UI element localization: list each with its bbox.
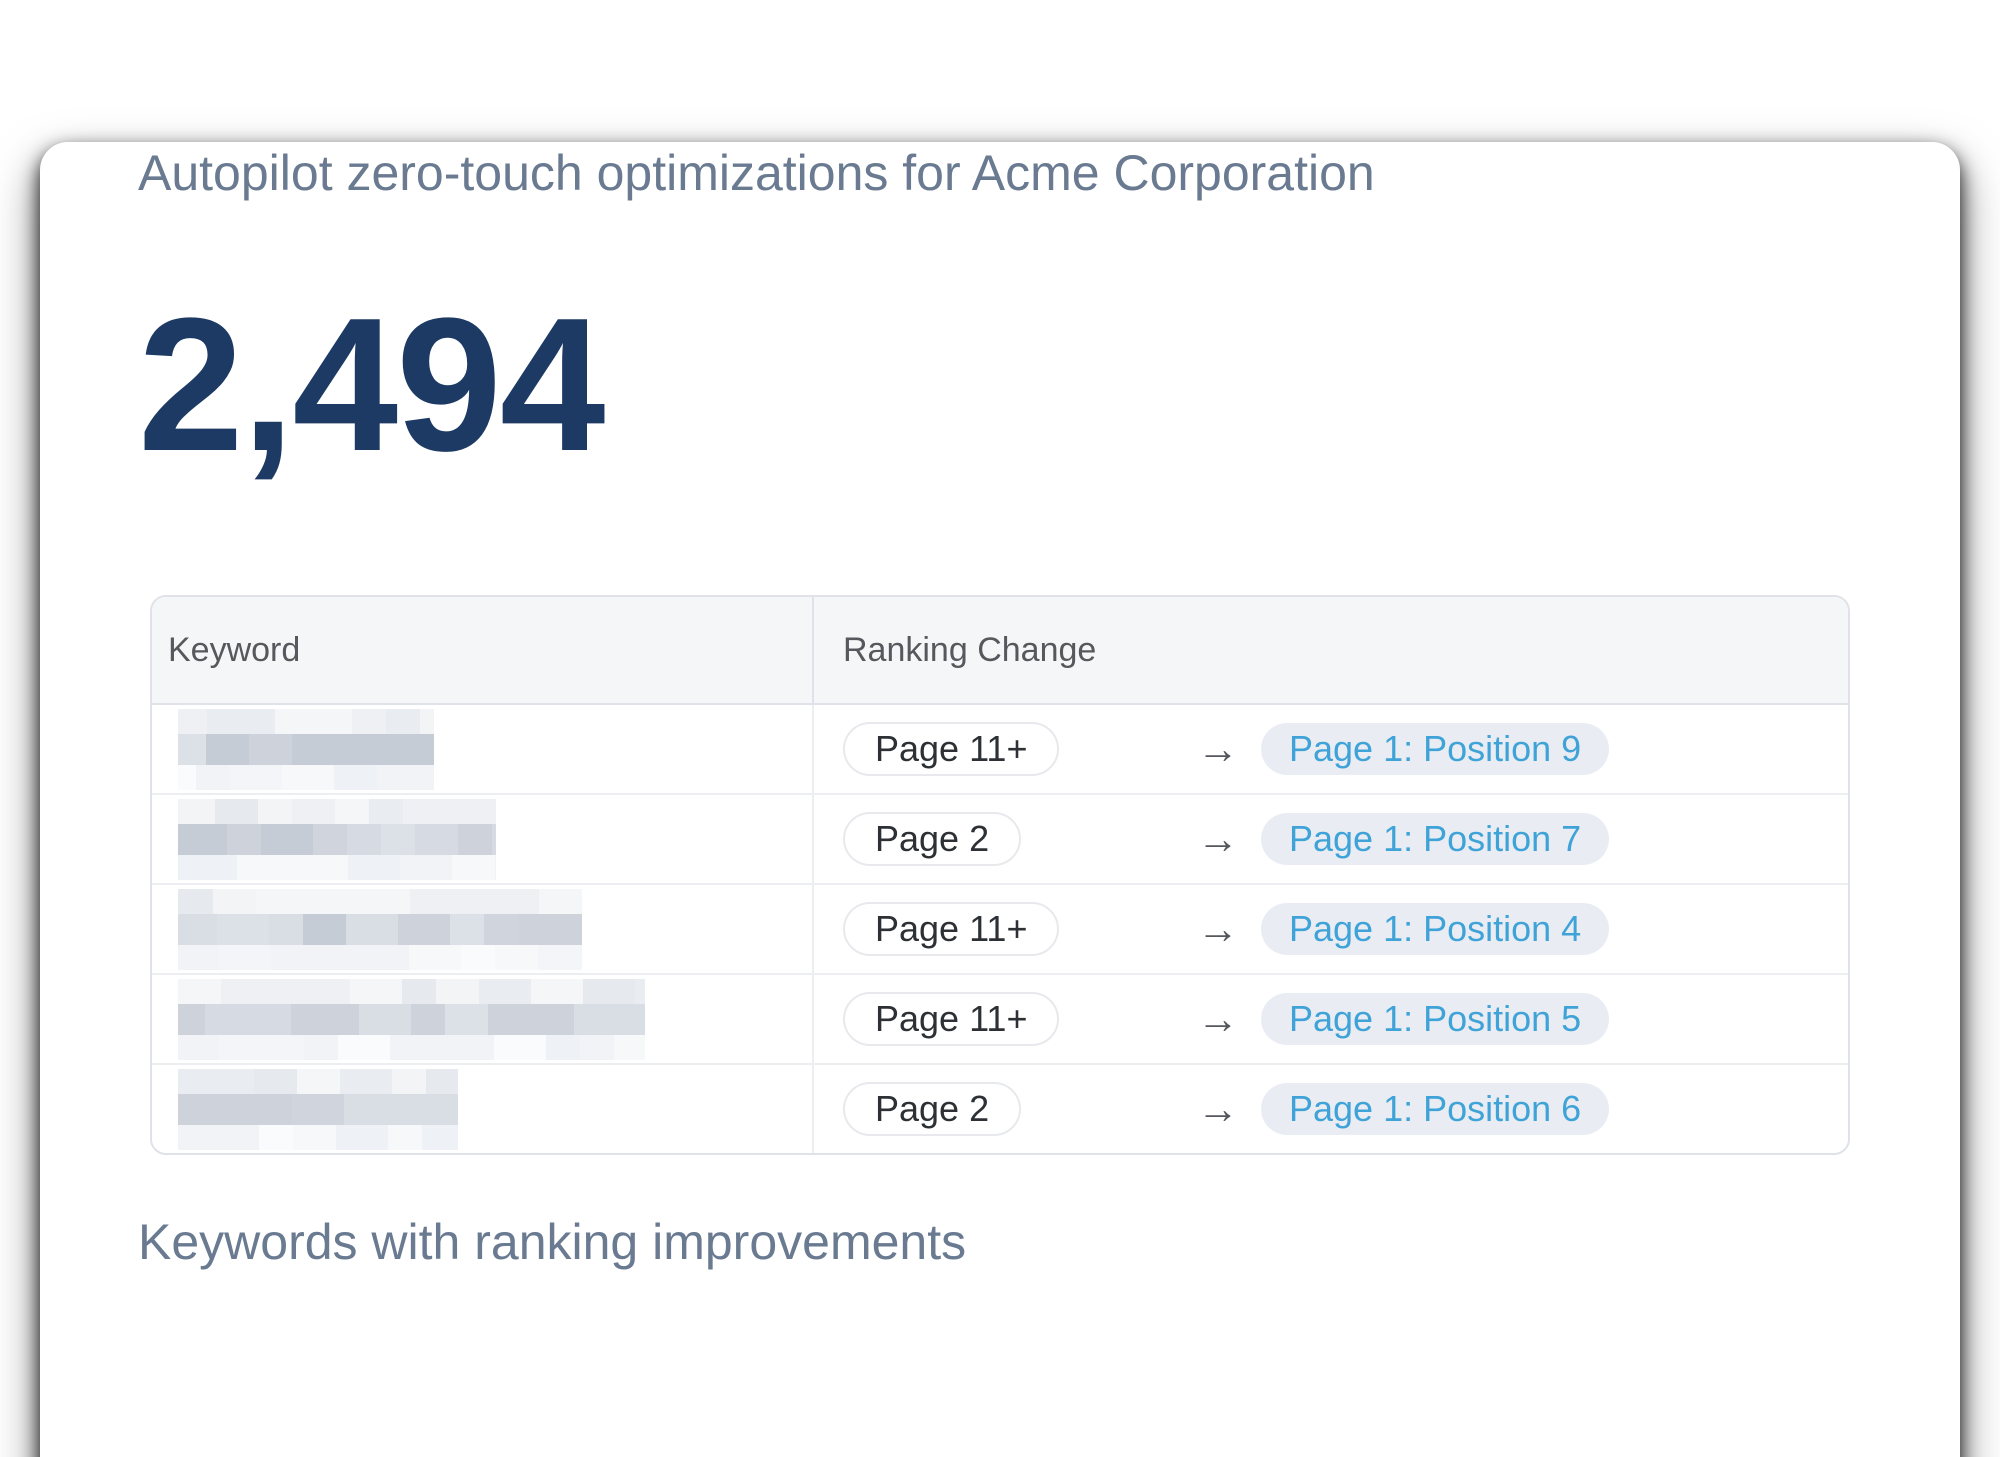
ranking-change-cell: Page 11+ → Page 1: Position 4 xyxy=(814,885,1848,973)
ranking-from-badge: Page 11+ xyxy=(843,992,1060,1046)
ranking-from-badge: Page 11+ xyxy=(843,902,1060,956)
table-row: Page 11+ → Page 1: Position 9 xyxy=(152,703,1848,793)
redacted-keyword-blur xyxy=(178,888,582,970)
redacted-keyword-blur xyxy=(178,798,496,880)
keyword-cell xyxy=(152,705,814,793)
ranking-change-cell: Page 2 → Page 1: Position 6 xyxy=(814,1065,1848,1153)
ranking-change-cell: Page 2 → Page 1: Position 7 xyxy=(814,795,1848,883)
table-row: Page 2 → Page 1: Position 7 xyxy=(152,793,1848,883)
arrow-right-icon: → xyxy=(1197,995,1239,1042)
keyword-cell xyxy=(152,795,814,883)
ranking-to-badge: Page 1: Position 4 xyxy=(1261,903,1610,955)
arrow-right-icon: → xyxy=(1197,725,1239,772)
ranking-change-cell: Page 11+ → Page 1: Position 9 xyxy=(814,705,1848,793)
table-row: Page 11+ → Page 1: Position 4 xyxy=(152,883,1848,973)
redacted-keyword-blur xyxy=(178,1068,458,1150)
ranking-to-badge: Page 1: Position 5 xyxy=(1261,993,1610,1045)
ranking-from-badge: Page 2 xyxy=(843,1082,1022,1136)
ranking-from-badge: Page 2 xyxy=(843,812,1022,866)
table-body: Page 11+ → Page 1: Position 9 Page 2 → P… xyxy=(152,703,1848,1153)
redacted-keyword-blur xyxy=(178,978,645,1060)
table-row: Page 11+ → Page 1: Position 5 xyxy=(152,973,1848,1063)
keyword-cell xyxy=(152,1065,814,1153)
table-header-row: Keyword Ranking Change xyxy=(152,597,1848,703)
arrow-right-icon: → xyxy=(1197,905,1239,952)
redacted-keyword-blur xyxy=(178,708,434,790)
card-title: Autopilot zero-touch optimizations for A… xyxy=(138,145,1375,201)
arrow-right-icon: → xyxy=(1197,815,1239,862)
ranking-change-cell: Page 11+ → Page 1: Position 5 xyxy=(814,975,1848,1063)
ranking-to-badge: Page 1: Position 7 xyxy=(1261,813,1610,865)
column-header-keyword: Keyword xyxy=(152,597,814,703)
metric-value: 2,494 xyxy=(138,279,605,491)
table-row: Page 2 → Page 1: Position 6 xyxy=(152,1063,1848,1153)
arrow-right-icon: → xyxy=(1197,1085,1239,1132)
metric-caption: Keywords with ranking improvements xyxy=(138,1214,967,1270)
ranking-from-badge: Page 11+ xyxy=(843,722,1060,776)
ranking-to-badge: Page 1: Position 9 xyxy=(1261,723,1610,775)
column-header-ranking-change: Ranking Change xyxy=(843,630,1097,669)
keywords-table: Keyword Ranking Change Page 11+ → Page 1… xyxy=(150,595,1850,1155)
keyword-cell xyxy=(152,885,814,973)
metric-card: Autopilot zero-touch optimizations for A… xyxy=(40,142,1960,1457)
keyword-cell xyxy=(152,975,814,1063)
ranking-to-badge: Page 1: Position 6 xyxy=(1261,1083,1610,1135)
